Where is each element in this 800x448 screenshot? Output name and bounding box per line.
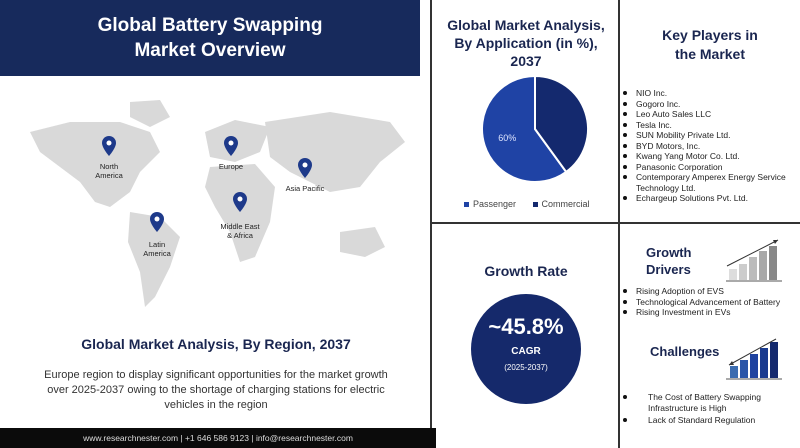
application-panel: Global Market Analysis, By Application (… bbox=[432, 0, 620, 224]
driver-item: Rising Investment in EVs bbox=[620, 307, 795, 318]
map-pin-icon bbox=[298, 158, 312, 178]
growth-drivers-title: Growth Drivers bbox=[646, 244, 692, 278]
growth-rate-title: Growth Rate bbox=[484, 263, 568, 279]
key-player-item: BYD Motors, Inc. bbox=[620, 141, 795, 152]
region-description: Europe region to display significant opp… bbox=[44, 369, 388, 411]
pie-data-label: 60% bbox=[498, 133, 516, 143]
map-pin-icon bbox=[233, 192, 247, 212]
key-player-item: Contemporary Amperex Energy Service Tech… bbox=[620, 172, 795, 193]
growth-rate-panel: Growth Rate ~45.8% CAGR (2025-2037) bbox=[432, 224, 620, 448]
footer-contact: www.researchnester.com | +1 646 586 9123… bbox=[0, 428, 436, 448]
map-pin-middle-east-africa[interactable]: Middle East & Africa bbox=[220, 192, 260, 240]
challenges-list: The Cost of Battery Swapping Infrastruct… bbox=[620, 392, 792, 428]
title-line: By Application (in %), bbox=[454, 35, 598, 51]
title-line: Global Battery Swapping bbox=[97, 15, 323, 36]
driver-item: Technological Advancement of Battery bbox=[620, 297, 795, 308]
map-pin-icon bbox=[224, 136, 238, 156]
challenge-item: The Cost of Battery Swapping Infrastruct… bbox=[620, 392, 792, 413]
title-line: Key Players in bbox=[662, 27, 758, 43]
region-label: North bbox=[99, 162, 119, 171]
title-line: Drivers bbox=[646, 262, 691, 277]
cagr-value: ~45.8% bbox=[488, 314, 564, 339]
title-line: Growth bbox=[646, 245, 692, 260]
key-player-item: NIO Inc. bbox=[620, 88, 795, 99]
region-label: & Africa bbox=[227, 231, 253, 240]
region-label: Europe bbox=[218, 162, 244, 171]
key-players-title: Key Players in the Market bbox=[620, 26, 800, 64]
region-label: America bbox=[143, 249, 171, 258]
region-panel: Global Battery Swapping Market Overview … bbox=[0, 0, 432, 448]
legend-item-passenger: Passenger bbox=[464, 199, 516, 209]
key-players-panel: Key Players in the Market NIO Inc. Gogoro… bbox=[620, 0, 800, 224]
pie-slice-passenger bbox=[481, 74, 568, 183]
key-player-item: SUN Mobility Private Ltd. bbox=[620, 130, 795, 141]
legend-label: Passenger bbox=[473, 199, 517, 209]
pie-chart: 60% bbox=[481, 74, 589, 183]
application-title: Global Market Analysis, By Application (… bbox=[432, 16, 620, 70]
pie-legend: Passenger Commercial bbox=[464, 199, 590, 209]
cagr-period: (2025-2037) bbox=[504, 363, 548, 372]
challenges-title: Challenges bbox=[650, 344, 720, 359]
region-label: America bbox=[95, 171, 123, 180]
challenges-chart-icon bbox=[726, 338, 782, 380]
legend-label: Commercial bbox=[541, 199, 590, 209]
map-pin-icon bbox=[150, 212, 164, 232]
legend-swatch bbox=[464, 202, 469, 208]
region-label: Asia Pacific bbox=[285, 184, 325, 193]
map-pin-north-america[interactable]: North America bbox=[95, 136, 123, 180]
legend-item-commercial: Commercial bbox=[532, 199, 590, 209]
region-label: Middle East bbox=[220, 222, 260, 231]
region-title: Global Market Analysis, By Region, 2037 bbox=[81, 336, 351, 352]
map-pin-latin-america[interactable]: Latin America bbox=[143, 212, 171, 258]
cagr-label: CAGR bbox=[511, 346, 541, 357]
legend-swatch bbox=[532, 202, 538, 208]
world-map: North America Europe Asia Pacific Middle … bbox=[10, 92, 420, 322]
map-pin-icon bbox=[102, 136, 116, 156]
pie-slice-commercial bbox=[534, 74, 589, 174]
key-player-item: Echargeup Solutions Pvt. Ltd. bbox=[620, 193, 795, 204]
cagr-badge: ~45.8% CAGR (2025-2037) bbox=[471, 294, 581, 404]
drivers-list: Rising Adoption of EVS Technological Adva… bbox=[620, 286, 795, 318]
key-player-item: Kwang Yang Motor Co. Ltd. bbox=[620, 151, 795, 162]
title-line: Global Market Analysis, bbox=[447, 17, 605, 33]
title-line: the Market bbox=[674, 46, 746, 62]
world-map-graphic bbox=[30, 100, 405, 307]
page-title: Global Battery Swapping Market Overview bbox=[0, 0, 420, 76]
key-players-list: NIO Inc. Gogoro Inc. Leo Auto Sales LLC Tes… bbox=[620, 88, 795, 204]
title-line: 2037 bbox=[510, 53, 542, 69]
growth-chart-icon bbox=[726, 239, 782, 282]
key-player-item: Leo Auto Sales LLC bbox=[620, 109, 795, 120]
map-pin-asia-pacific[interactable]: Asia Pacific bbox=[286, 158, 324, 193]
challenge-item: Lack of Standard Regulation bbox=[620, 415, 792, 426]
key-player-item: Tesla Inc. bbox=[620, 120, 795, 131]
title-line: Market Overview bbox=[134, 40, 286, 61]
map-pin-europe[interactable]: Europe bbox=[219, 136, 243, 171]
drivers-panel: Growth Drivers Rising Adoption of EVS Tec… bbox=[620, 224, 800, 448]
driver-item: Rising Adoption of EVS bbox=[620, 286, 795, 297]
region-label: Latin bbox=[148, 240, 166, 249]
key-player-item: Gogoro Inc. bbox=[620, 99, 795, 110]
key-player-item: Panasonic Corporation bbox=[620, 162, 795, 173]
